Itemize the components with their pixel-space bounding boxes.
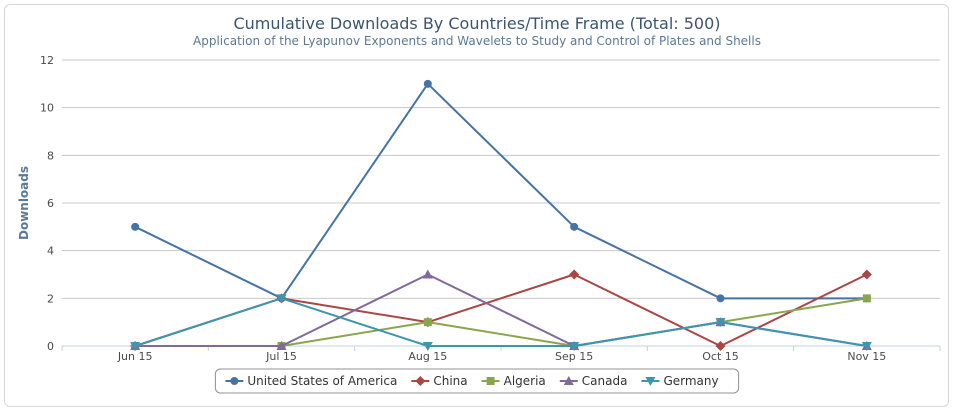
data-point[interactable] xyxy=(423,79,432,88)
series-group xyxy=(130,79,872,351)
chart-title: Cumulative Downloads By Countries/Time F… xyxy=(233,14,720,33)
y-tick-label: 6 xyxy=(47,197,54,210)
legend-item[interactable]: Germany xyxy=(641,374,719,388)
x-tick-label: Oct 15 xyxy=(702,350,739,363)
y-axis-label: Downloads xyxy=(17,166,31,240)
legend-marker[interactable] xyxy=(415,376,426,386)
y-tick-label: 12 xyxy=(40,54,54,67)
legend-item[interactable]: China xyxy=(411,374,468,388)
series-line[interactable] xyxy=(134,297,867,347)
x-tick-label: Jun 15 xyxy=(117,350,153,363)
legend-item[interactable]: Canada xyxy=(559,374,628,388)
data-point[interactable] xyxy=(276,294,287,304)
legend-label: Germany xyxy=(663,374,718,388)
x-tick-label: Sep 15 xyxy=(555,350,593,363)
legend-box xyxy=(214,368,740,394)
x-tick-label: Nov 15 xyxy=(847,350,886,363)
series-line[interactable] xyxy=(134,82,867,300)
series-germany xyxy=(130,294,872,351)
y-tick-label: 2 xyxy=(47,292,54,305)
y-tick-label: 8 xyxy=(47,149,54,162)
axes: 0 2 4 6 8 10 12 Jun 15 Jul 15 Aug 15 Sep 15 Oct 15 N… xyxy=(40,54,941,363)
y-tick-label: 4 xyxy=(47,245,54,258)
y-tick-label: 0 xyxy=(47,340,54,353)
legend-marker[interactable] xyxy=(486,377,495,385)
legend-marker[interactable] xyxy=(563,376,574,385)
series-canada xyxy=(130,269,872,350)
series-united-states-of-america xyxy=(131,79,871,303)
legend-label: Canada xyxy=(582,374,628,388)
chart-subtitle: Application of the Lyapunov Exponents an… xyxy=(193,34,761,48)
legend[interactable]: United States of America China Algeria Cana… xyxy=(214,368,740,394)
series-line[interactable] xyxy=(135,297,867,347)
y-tick-label: 10 xyxy=(40,102,54,115)
x-tick-label: Jul 15 xyxy=(265,350,297,363)
data-point[interactable] xyxy=(130,342,141,351)
data-point[interactable] xyxy=(131,222,140,231)
data-point[interactable] xyxy=(569,342,580,351)
chart-frame xyxy=(4,4,949,407)
legend-item[interactable]: Algeria xyxy=(481,374,546,388)
data-point[interactable] xyxy=(422,269,433,279)
legend-label: Algeria xyxy=(504,374,546,388)
legend-marker[interactable] xyxy=(645,377,656,386)
data-point[interactable] xyxy=(569,269,580,280)
data-point[interactable] xyxy=(715,341,726,351)
legend-item[interactable]: United States of America xyxy=(225,374,397,388)
legend-label: China xyxy=(433,374,467,388)
x-tick-label: Aug 15 xyxy=(408,350,447,363)
data-point[interactable] xyxy=(422,342,433,351)
data-point[interactable] xyxy=(423,318,432,327)
data-point[interactable] xyxy=(570,222,579,231)
legend-label: United States of America xyxy=(247,374,397,388)
data-point[interactable] xyxy=(861,342,872,351)
data-point[interactable] xyxy=(715,318,726,328)
data-point[interactable] xyxy=(862,294,871,303)
grid-lines xyxy=(62,59,940,299)
legend-marker[interactable] xyxy=(230,377,239,385)
data-point[interactable] xyxy=(861,269,872,280)
series-algeria xyxy=(131,294,871,350)
data-point[interactable] xyxy=(716,294,725,303)
data-point[interactable] xyxy=(276,341,287,350)
